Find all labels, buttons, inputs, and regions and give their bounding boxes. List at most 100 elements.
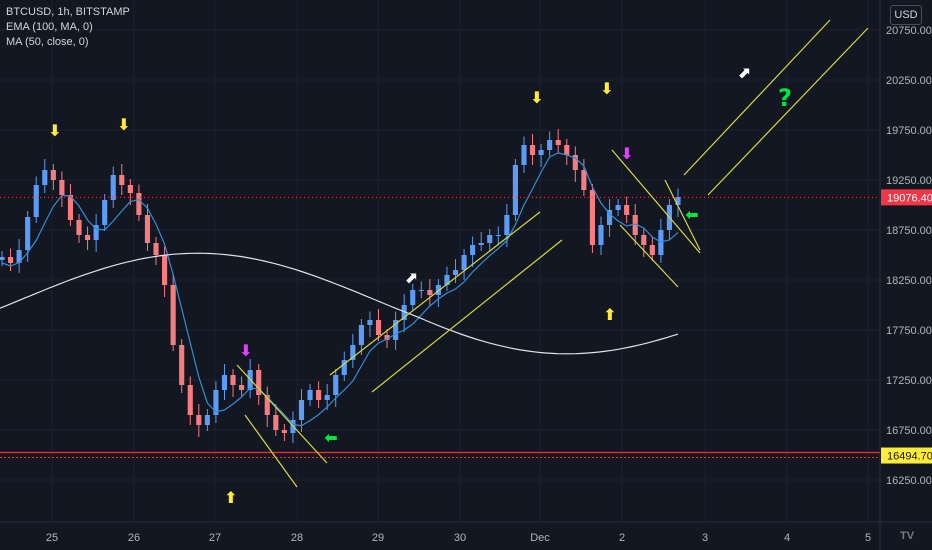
candle-body [504, 215, 510, 235]
ema-100-line [0, 252, 679, 355]
candle-body [538, 150, 544, 155]
down-arrow-icon: ⬇ [600, 79, 613, 98]
legend-ema: EMA (100, MA, 0) [6, 21, 93, 33]
candle-body [316, 390, 322, 400]
candle-body [375, 320, 382, 335]
candle-body [452, 270, 459, 275]
trend-line [244, 414, 298, 488]
y-tick-label: 17750.00 [886, 325, 932, 337]
candle-body [521, 145, 527, 165]
y-tick-label: 19750.00 [886, 125, 932, 137]
candle-body [598, 225, 604, 245]
candle-body [547, 140, 553, 150]
x-tick-label: 3 [702, 532, 708, 544]
candle-body [470, 245, 476, 255]
candle-body [478, 243, 484, 245]
candle-body [427, 290, 433, 295]
candle-body [307, 390, 313, 400]
candle-body [632, 215, 638, 235]
candle-body [110, 175, 116, 200]
candle-body [461, 255, 467, 270]
candle-body [581, 170, 587, 190]
trend-line [611, 149, 701, 254]
down-arrow-icon: ⬇ [620, 144, 633, 163]
candle-body [221, 375, 228, 390]
candle-body [187, 385, 193, 415]
trend-line [707, 27, 869, 196]
x-tick-label: 26 [128, 532, 140, 544]
candle-body [153, 243, 159, 255]
candle-body [50, 170, 56, 180]
trend-line [371, 239, 563, 393]
trend-line [683, 19, 831, 176]
candle-body [162, 255, 168, 285]
x-tick-label: 4 [784, 532, 790, 544]
candle-body [230, 375, 236, 385]
candle-body [444, 275, 450, 285]
candle-body [615, 205, 621, 210]
x-tick-label: 25 [46, 532, 58, 544]
candle-body [487, 235, 493, 243]
candle-body [239, 385, 245, 390]
candle-body [281, 430, 287, 433]
trend-line [664, 179, 701, 251]
candle-body [7, 257, 14, 263]
annotations: ⬇ ⬇ ⬇ ⬇ ⬇ ⬇ ⬆ ⬆ ⬅ ⬅ ⬈ ⬈? [0, 19, 880, 507]
candle-body [136, 193, 142, 215]
candle-body [273, 415, 279, 430]
candle-body [384, 335, 390, 340]
candle-body [204, 415, 210, 425]
x-tick-label: Dec [530, 532, 550, 544]
candle-body [624, 205, 630, 215]
candle-body [102, 200, 108, 225]
candle-body [401, 305, 407, 320]
candle-body [119, 175, 125, 185]
candle-body [641, 235, 647, 245]
candle-body [196, 415, 202, 425]
up-arrow-icon: ⬆ [603, 305, 616, 324]
candle-body [418, 290, 424, 291]
candle-body [179, 345, 185, 385]
y-tick-label: 19250.00 [886, 175, 932, 187]
diag-arrow-icon: ⬈ [737, 63, 750, 82]
candle-body [572, 155, 578, 170]
plot-background [0, 0, 880, 522]
candle-body [333, 375, 339, 395]
candle-body [512, 165, 518, 215]
candle-body [33, 185, 39, 217]
x-tick-label: 2 [619, 532, 625, 544]
y-tick-label: 16750.00 [886, 425, 932, 437]
x-tick-label: 28 [291, 532, 303, 544]
y-tick-label: 20250.00 [886, 75, 932, 87]
candle-body [529, 145, 536, 155]
y-tick-label: 17250.00 [886, 375, 932, 387]
candle-body [649, 245, 655, 255]
candle-body [606, 210, 613, 225]
candle-body [93, 225, 99, 240]
currency-button[interactable]: USD [890, 5, 922, 25]
candle-body [341, 360, 347, 375]
y-tick-label: 18750.00 [886, 225, 932, 237]
trend-line [236, 364, 328, 464]
y-tick-label: 18250.00 [886, 275, 932, 287]
candle-body [16, 250, 22, 263]
candle-body [67, 195, 74, 220]
candle-body [393, 320, 399, 340]
current-price-tag-bg [881, 189, 932, 206]
legend-symbol: BTCUSD, 1h, BITSTAMP [6, 6, 130, 18]
candle-body [358, 325, 364, 345]
y-tick-label: 16250.00 [886, 475, 932, 487]
down-arrow-icon: ⬇ [530, 88, 543, 107]
candle-body [85, 235, 91, 240]
indicators [0, 152, 679, 427]
down-arrow-icon: ⬇ [48, 121, 61, 140]
candle-body [256, 370, 262, 395]
candle-body [564, 145, 570, 155]
candle-body [25, 217, 31, 250]
level-price-tag-bg [881, 447, 932, 464]
candle-body [213, 390, 219, 415]
question-mark-annotation: ? [778, 84, 792, 112]
candle-body [367, 320, 373, 325]
